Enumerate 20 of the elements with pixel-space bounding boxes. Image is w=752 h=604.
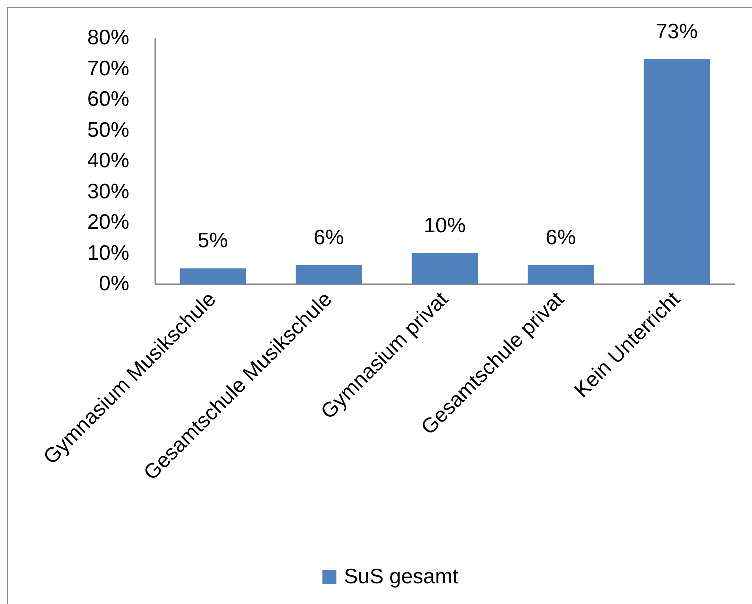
legend-label: SuS gesamt <box>344 566 459 588</box>
data-label: 6% <box>314 226 344 250</box>
y-tick-label: 60% <box>87 88 130 111</box>
data-label: 73% <box>656 20 698 44</box>
y-tick-label: 40% <box>87 150 130 172</box>
y-tick-label: 80% <box>87 26 130 50</box>
y-tick-label: 10% <box>87 242 130 265</box>
y-tick-label: 50% <box>87 118 130 142</box>
bar <box>528 266 594 284</box>
bar <box>296 266 362 284</box>
data-label: 10% <box>424 214 466 238</box>
bar <box>412 253 478 284</box>
bar <box>644 60 710 284</box>
y-tick-label: 70% <box>87 57 130 80</box>
y-tick-label: 0% <box>99 272 130 296</box>
y-tick-label: 30% <box>87 180 130 204</box>
data-label: 6% <box>546 226 576 250</box>
bar <box>180 268 246 284</box>
data-label: 5% <box>198 230 228 253</box>
y-tick-label: 20% <box>87 211 130 234</box>
